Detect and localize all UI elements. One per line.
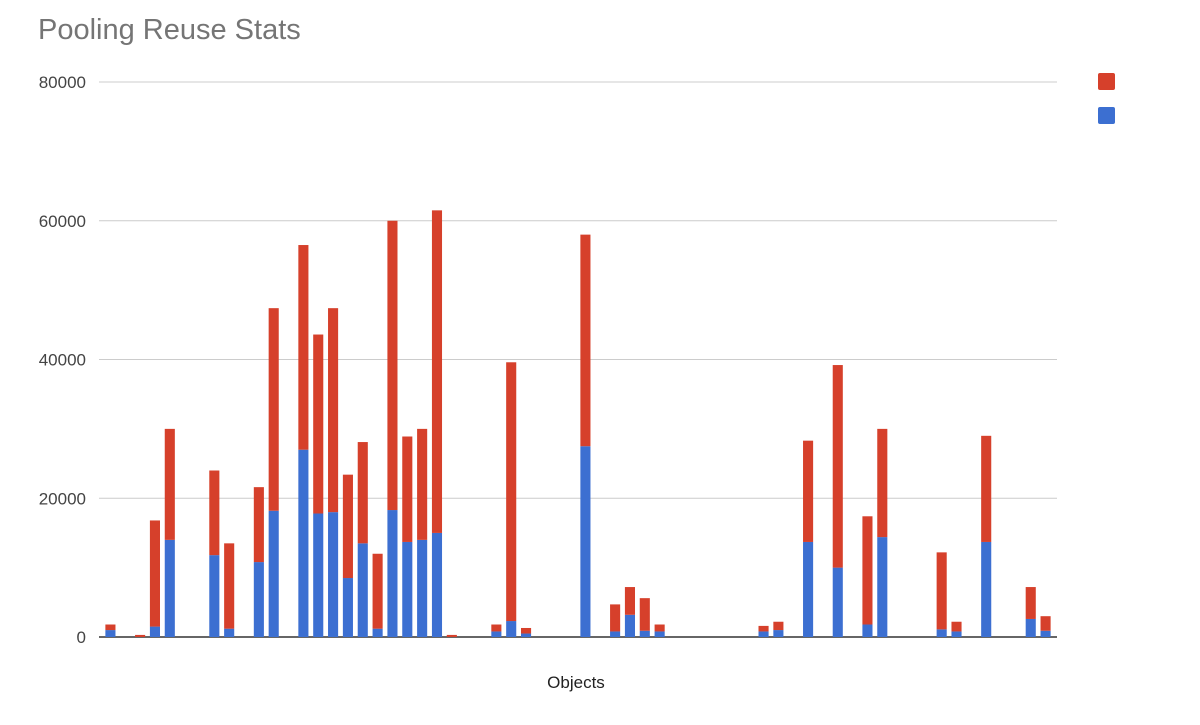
bar-segment — [417, 428, 428, 540]
legend-swatch — [1098, 73, 1115, 90]
bar-segment — [268, 510, 279, 637]
bar-segment — [610, 604, 621, 632]
bar-segment — [832, 365, 843, 568]
x-axis-title: Objects — [547, 673, 605, 692]
bar-segment — [491, 631, 502, 637]
bar-segment — [298, 449, 309, 637]
bar-segment — [328, 512, 339, 637]
bar-segment — [981, 435, 992, 542]
bar-segment — [224, 628, 235, 637]
bar-segment — [342, 474, 353, 579]
bar-segment — [164, 428, 175, 540]
bar-segment — [580, 446, 591, 637]
bar-segment — [149, 626, 160, 637]
bar-segment — [387, 220, 398, 511]
bar-segment — [253, 487, 264, 563]
bar-segment — [1040, 630, 1051, 637]
bar-segment — [446, 634, 457, 637]
bar-segment — [877, 537, 888, 637]
legend — [1098, 73, 1115, 124]
bar-segment — [357, 543, 368, 637]
y-tick-label: 40000 — [39, 351, 86, 370]
bar-segment — [773, 621, 784, 631]
bar-segment — [1025, 587, 1036, 619]
bar-segment — [803, 541, 814, 637]
bar-segment — [803, 440, 814, 542]
bar-segment — [491, 624, 502, 632]
bar-segment — [402, 436, 413, 542]
bar-segment — [431, 532, 443, 637]
bar-segment — [624, 587, 635, 615]
bar-segment — [654, 631, 665, 637]
bar-segment — [862, 624, 873, 637]
bar-segment — [624, 614, 635, 637]
bar-segment — [149, 520, 160, 627]
bar-segment — [639, 630, 650, 637]
bar-segment — [951, 621, 962, 632]
bar-segment — [209, 555, 220, 637]
bar-segment — [1025, 618, 1036, 637]
bar-segment — [773, 630, 784, 637]
bar-segment — [313, 334, 324, 514]
y-axis-ticks: 0 20000 40000 60000 80000 — [39, 73, 86, 647]
bar-segment — [402, 541, 413, 637]
bar-segment — [342, 578, 353, 637]
bar-segment — [105, 630, 116, 637]
bar-segment — [224, 543, 235, 629]
bar-segment — [372, 553, 383, 629]
bar-segment — [253, 562, 264, 637]
bar-segment — [268, 308, 279, 511]
bar-segment — [164, 539, 175, 637]
bar-segment — [654, 624, 665, 632]
bar-segment — [506, 621, 517, 637]
bar-segment — [313, 513, 324, 637]
bar-segment — [387, 510, 398, 637]
bar-segment — [521, 627, 532, 634]
bar-segment — [431, 210, 443, 533]
bar-segment — [936, 552, 947, 630]
y-tick-label: 20000 — [39, 489, 86, 508]
bar-segment — [832, 567, 843, 637]
legend-swatch — [1098, 107, 1115, 124]
bar-segment — [417, 539, 428, 637]
bar-segment — [639, 598, 650, 631]
bar-segment — [610, 631, 621, 637]
gridlines — [99, 81, 1057, 638]
y-tick-label: 0 — [77, 628, 86, 647]
bar-segment — [135, 634, 146, 637]
bar-segment — [328, 308, 339, 513]
y-tick-label: 80000 — [39, 73, 86, 92]
bar-segment — [105, 624, 116, 631]
bar-segment — [1040, 616, 1051, 631]
chart-title: Pooling Reuse Stats — [38, 14, 301, 46]
bar-segment — [758, 625, 769, 632]
bar-segment — [357, 442, 368, 544]
bar-segment — [580, 234, 591, 447]
bar-segment — [981, 541, 992, 637]
y-tick-label: 60000 — [39, 212, 86, 231]
bar-segment — [951, 631, 962, 637]
bar-segment — [521, 633, 532, 637]
bar-segment — [372, 628, 383, 637]
bar-segment — [936, 629, 947, 637]
bar-segment — [877, 428, 888, 538]
bar-segment — [506, 362, 517, 622]
bar-segment — [862, 516, 873, 625]
bar-segment — [209, 470, 220, 556]
bar-segment — [758, 631, 769, 637]
bar-segment — [298, 245, 309, 450]
bars — [105, 210, 1051, 637]
